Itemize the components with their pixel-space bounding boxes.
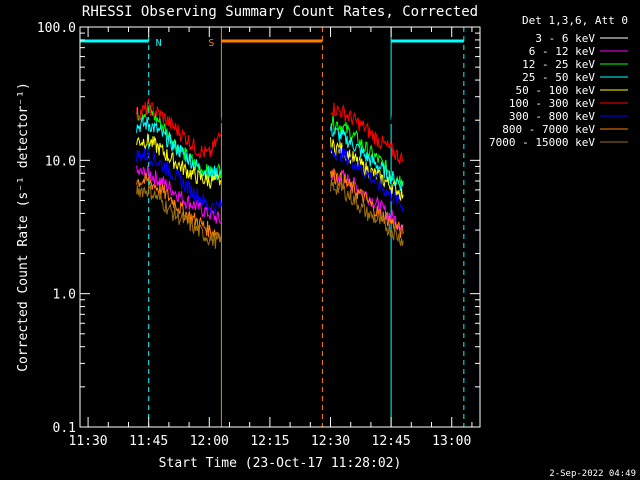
series-line-2-segment-1	[136, 165, 222, 224]
legend-label-9: 7000 - 15000 keV	[489, 136, 595, 149]
legend-label-8: 800 - 7000 keV	[502, 123, 595, 136]
series-line-4-segment-2	[330, 123, 404, 191]
series-line-5-segment-1	[136, 133, 222, 189]
series-line-9-segment-2	[330, 178, 404, 246]
y-tick-label: 100.0	[37, 21, 76, 36]
x-tick-label: 12:15	[250, 434, 289, 449]
plot-frame	[79, 26, 481, 428]
legend-label-5: 50 - 100 keV	[516, 84, 596, 97]
flag-label-n: N	[156, 38, 162, 49]
timestamp-footer: 2-Sep-2022 04:49	[549, 469, 636, 479]
series-line-6-segment-1	[136, 97, 222, 160]
legend-label-3: 12 - 25 keV	[522, 58, 595, 71]
legend-label-6: 100 - 300 keV	[509, 97, 595, 110]
y-axis-label: Corrected Count Rate (s⁻¹ detector⁻¹)	[16, 82, 31, 372]
legend-label-4: 25 - 50 keV	[522, 71, 595, 84]
y-tick-label: 10.0	[45, 154, 76, 169]
legend-label-1: 3 - 6 keV	[535, 32, 595, 45]
x-axis-label: Start Time (23-Oct-17 11:28:02)	[159, 456, 402, 471]
x-tick-label: 12:00	[190, 434, 229, 449]
x-tick-label: 12:30	[311, 434, 350, 449]
series-line-6-segment-2	[330, 102, 404, 165]
series-line-1-segment-2	[330, 110, 404, 133]
x-tick-label: 11:30	[69, 434, 108, 449]
x-tick-label: 13:00	[432, 434, 471, 449]
flag-label-s: S	[208, 38, 214, 49]
series-line-7-segment-1	[136, 148, 222, 215]
axes: 0.1 1.0 10.0 100.0 11:30 11:45 12:00 12:15 12:30…	[37, 21, 480, 449]
x-tick-label: 11:45	[129, 434, 168, 449]
chart-title: RHESSI Observing Summary Count Rates, Co…	[82, 4, 478, 20]
x-tick-label: 12:45	[372, 434, 411, 449]
legend-title: Det 1,3,6, Att 0	[522, 14, 628, 27]
legend-label-7: 300 - 800 keV	[509, 110, 595, 123]
series-line-1-segment-1	[136, 111, 222, 130]
y-tick-label: 0.1	[53, 421, 76, 436]
series-line-5-segment-2	[330, 137, 404, 202]
series-line-7-segment-2	[330, 146, 404, 212]
y-tick-label: 1.0	[53, 288, 76, 303]
series-line-4-segment-1	[136, 117, 222, 181]
series-line-9-segment-1	[136, 184, 222, 249]
series-line-8-segment-1	[136, 171, 222, 242]
legend-label-2: 6 - 12 keV	[529, 45, 596, 58]
